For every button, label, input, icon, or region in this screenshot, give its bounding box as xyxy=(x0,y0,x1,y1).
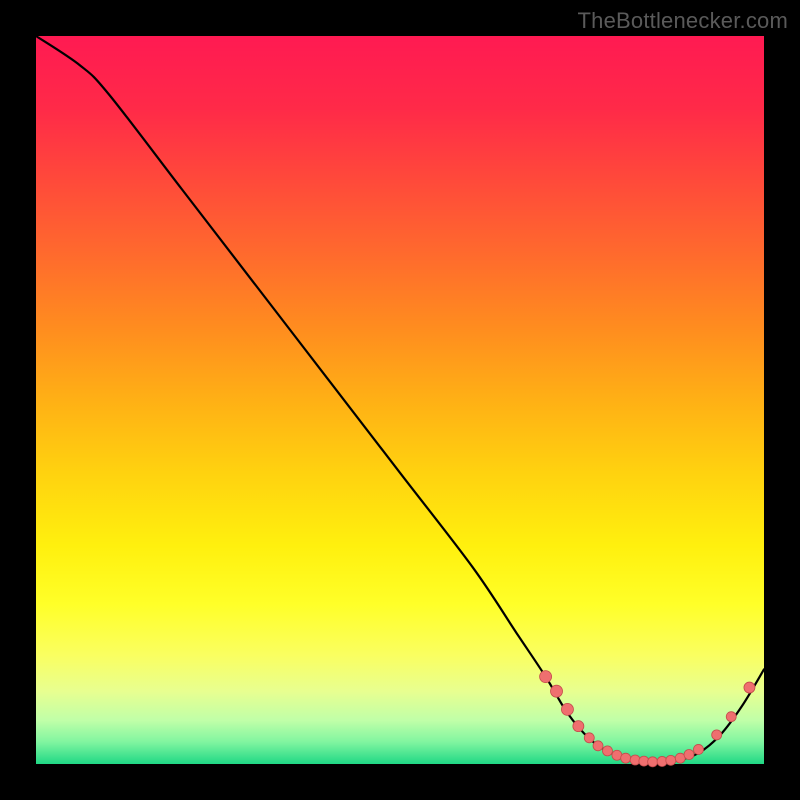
data-marker xyxy=(666,755,676,765)
data-marker xyxy=(744,682,755,693)
chart-container: TheBottlenecker.com xyxy=(0,0,800,800)
data-marker xyxy=(712,730,722,740)
data-marker xyxy=(593,741,603,751)
plot-background xyxy=(36,36,764,764)
data-marker xyxy=(540,671,552,683)
data-marker xyxy=(684,750,694,760)
data-marker xyxy=(573,721,584,732)
watermark-text: TheBottlenecker.com xyxy=(578,8,788,34)
data-marker xyxy=(693,744,703,754)
data-marker xyxy=(584,733,594,743)
data-marker xyxy=(561,703,573,715)
data-marker xyxy=(726,712,736,722)
data-marker xyxy=(648,757,658,767)
data-marker xyxy=(621,753,631,763)
data-marker xyxy=(602,746,612,756)
data-marker xyxy=(551,685,563,697)
chart-svg xyxy=(0,0,800,800)
